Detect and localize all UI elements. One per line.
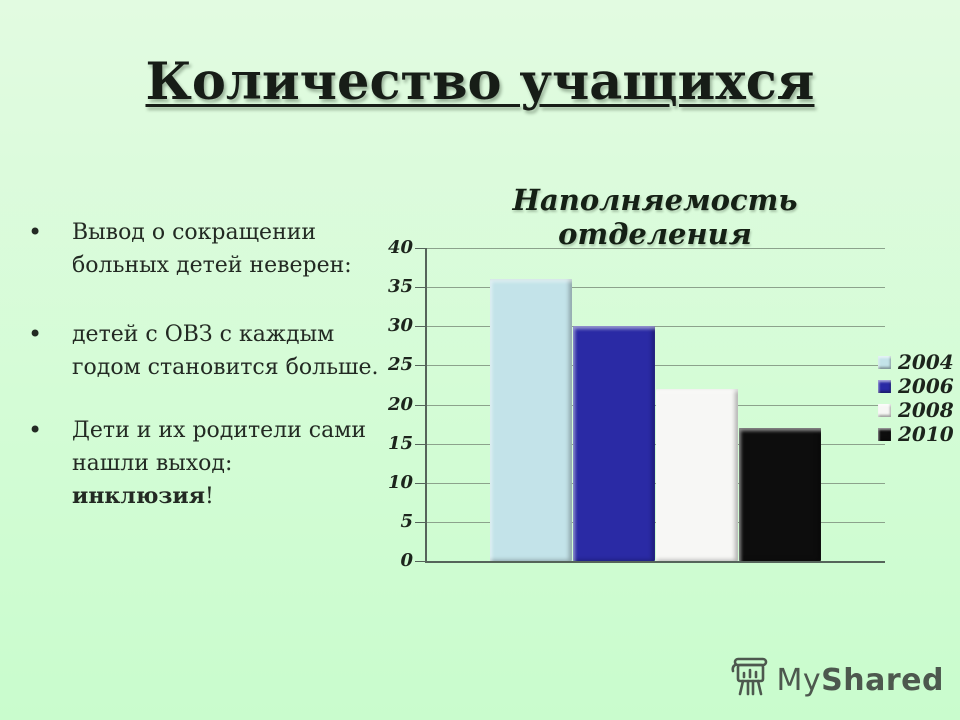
y-axis-tick — [415, 365, 427, 367]
y-axis-label: 20 — [387, 393, 413, 415]
bullet-text-3: Дети и их родители сами нашли выход: инк… — [72, 414, 380, 513]
y-axis-tick — [415, 248, 427, 249]
y-axis-tick — [415, 521, 427, 523]
y-axis-tick — [415, 404, 427, 406]
bullet-item-1: Вывод о сокращении больных детей неверен… — [20, 216, 380, 282]
myshared-logo[interactable]: MyShared — [729, 654, 944, 706]
logo-text-my: My — [776, 662, 822, 698]
legend-label: 2004 — [898, 350, 954, 374]
legend-row: 2004 — [878, 350, 954, 374]
bullet-text-3-bold: инклюзия — [72, 483, 205, 509]
bullet-text-3-pre: Дети и их родители сами нашли выход: — [72, 418, 367, 476]
gridline — [427, 365, 885, 367]
legend-label: 2008 — [898, 398, 954, 422]
y-axis-label: 0 — [400, 550, 413, 571]
y-axis-label: 30 — [387, 315, 413, 337]
bullet-marker — [20, 318, 72, 384]
bar-2010 — [739, 427, 821, 561]
y-axis-tick — [415, 287, 427, 289]
y-axis-label: 25 — [387, 354, 413, 376]
bullet-text-3-post: ! — [205, 484, 214, 509]
bar-2004 — [490, 279, 572, 561]
logo-text-shared: Shared — [821, 662, 944, 698]
bullet-marker — [20, 414, 72, 513]
bullet-list: Вывод о сокращении больных детей неверен… — [20, 216, 380, 513]
logo-text: MyShared — [777, 663, 944, 698]
gridline — [427, 326, 885, 328]
y-axis-tick — [415, 326, 427, 328]
bullet-marker — [20, 216, 72, 282]
y-axis-tick — [415, 443, 427, 445]
legend-swatch-2010 — [878, 427, 891, 441]
y-axis-tick — [415, 482, 427, 484]
legend-swatch-2008 — [878, 403, 891, 417]
gridline — [427, 287, 885, 289]
chart-legend: 2004 2006 2008 2010 — [878, 350, 954, 446]
y-axis-label: 15 — [387, 432, 413, 454]
legend-label: 2006 — [898, 374, 954, 398]
bullet-item-3: Дети и их родители сами нашли выход: инк… — [20, 414, 380, 513]
bar-2008 — [656, 388, 738, 561]
y-axis-label: 35 — [387, 276, 413, 298]
legend-label: 2010 — [898, 422, 954, 446]
legend-swatch-2004 — [878, 355, 891, 369]
bar-2006 — [573, 326, 655, 561]
slide-title: Количество учащихся — [145, 52, 815, 112]
flipchart-icon — [729, 654, 771, 706]
y-axis-label: 10 — [387, 471, 413, 493]
title-area: Количество учащихся — [0, 52, 960, 112]
bullet-item-2: детей с ОВЗ с каждым годом становится бо… — [20, 318, 380, 384]
legend-row: 2006 — [878, 374, 954, 398]
y-axis-tick — [415, 561, 427, 562]
y-axis-label: 40 — [387, 237, 413, 258]
chart-title: Наполняемость отделения — [512, 183, 798, 251]
legend-swatch-2006 — [878, 379, 891, 393]
bullet-text-2: детей с ОВЗ с каждым годом становится бо… — [72, 322, 379, 380]
bullet-text-1: Вывод о сокращении больных детей неверен… — [72, 220, 352, 278]
gridline — [427, 248, 885, 249]
legend-row: 2010 — [878, 422, 954, 446]
legend-row: 2008 — [878, 398, 954, 422]
chart-plot: 0 5 10 15 20 25 30 35 40 — [388, 238, 885, 571]
y-axis-label: 5 — [400, 510, 413, 532]
